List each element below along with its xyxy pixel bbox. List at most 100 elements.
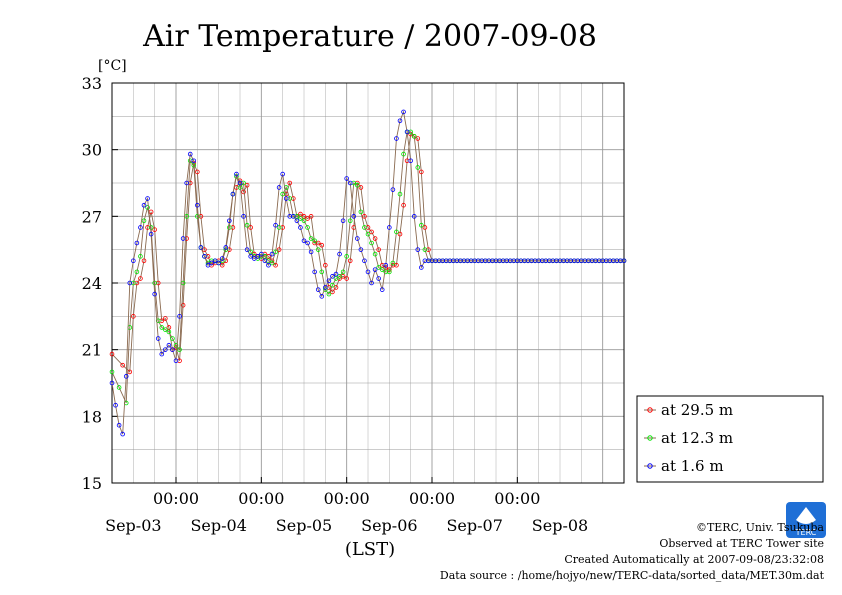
data-point xyxy=(116,385,122,390)
y-tick-label: 33 xyxy=(82,74,102,93)
data-point xyxy=(390,187,396,192)
x-date-label: Sep-06 xyxy=(361,516,417,535)
data-point xyxy=(241,214,246,219)
data-point xyxy=(372,236,378,241)
data-point xyxy=(401,109,406,115)
data-point xyxy=(166,325,172,330)
data-point xyxy=(262,258,268,264)
data-point xyxy=(131,314,136,319)
data-point xyxy=(394,229,399,235)
data-point xyxy=(148,225,154,230)
data-point xyxy=(358,185,364,190)
data-point xyxy=(184,180,189,186)
data-point xyxy=(337,251,342,257)
data-point xyxy=(372,267,378,272)
legend-label: at 12.3 m xyxy=(661,429,733,447)
data-point xyxy=(315,287,321,292)
data-point xyxy=(287,180,293,186)
data-point xyxy=(383,262,389,268)
data-point xyxy=(138,225,143,230)
data-point xyxy=(230,191,236,197)
data-point xyxy=(422,247,428,252)
data-point xyxy=(273,262,278,268)
x-date-label: Sep-03 xyxy=(105,516,161,535)
data-point xyxy=(145,205,150,210)
data-point xyxy=(369,229,374,235)
data-point xyxy=(269,260,275,266)
data-point xyxy=(187,151,193,157)
data-point xyxy=(308,236,314,241)
data-point xyxy=(163,347,168,352)
data-point xyxy=(308,249,314,255)
data-point xyxy=(216,260,221,266)
legend-swatch-marker xyxy=(647,435,653,441)
series-line xyxy=(111,110,624,435)
data-point xyxy=(397,231,403,237)
data-point xyxy=(291,214,296,219)
data-point xyxy=(152,291,157,297)
data-point xyxy=(333,276,339,281)
data-point xyxy=(305,225,310,230)
data-point xyxy=(387,225,392,230)
data-point xyxy=(355,236,360,241)
data-point xyxy=(234,171,239,177)
created-text: Created Automatically at 2007-09-08/23:3… xyxy=(564,553,824,566)
data-point xyxy=(411,134,417,139)
data-point xyxy=(394,262,399,268)
data-point xyxy=(120,431,125,437)
data-point xyxy=(312,238,317,244)
data-point xyxy=(315,240,321,246)
data-point xyxy=(173,342,179,348)
data-point xyxy=(315,247,321,252)
copyright-text: ©TERC, Univ. Tsukuba xyxy=(695,521,824,534)
data-point xyxy=(241,189,246,195)
data-point xyxy=(223,245,229,250)
data-point xyxy=(621,258,627,264)
data-point xyxy=(379,287,385,292)
data-point xyxy=(202,247,207,252)
data-point xyxy=(347,258,353,264)
data-point xyxy=(163,316,168,321)
data-point xyxy=(298,216,303,221)
data-point xyxy=(116,422,122,428)
data-point xyxy=(209,260,214,266)
data-point xyxy=(376,265,381,270)
data-point xyxy=(166,342,172,348)
data-point xyxy=(419,222,424,228)
data-point xyxy=(379,267,385,272)
data-point xyxy=(326,278,332,284)
data-point xyxy=(195,214,200,219)
x-time-label: 00:00 xyxy=(238,489,284,508)
data-point xyxy=(251,256,257,261)
y-axis-label: [°C] xyxy=(98,58,127,74)
data-point xyxy=(170,347,175,352)
data-point xyxy=(415,247,421,252)
data-point xyxy=(319,269,325,275)
data-point xyxy=(340,269,346,275)
data-point xyxy=(365,269,371,275)
data-point xyxy=(362,258,367,264)
data-point xyxy=(387,269,392,275)
data-point xyxy=(344,176,349,181)
data-point xyxy=(109,369,115,375)
data-point xyxy=(351,214,357,219)
data-point xyxy=(227,225,232,230)
data-point xyxy=(419,265,424,270)
data-point xyxy=(138,254,143,259)
x-date-label: Sep-08 xyxy=(532,516,588,535)
x-date-label: Sep-07 xyxy=(446,516,502,535)
data-point xyxy=(276,225,282,230)
data-point xyxy=(269,251,275,257)
legend-box xyxy=(636,395,824,483)
data-point xyxy=(248,225,253,230)
data-point xyxy=(131,258,136,264)
data-point xyxy=(362,225,367,230)
data-point xyxy=(138,276,143,281)
y-tick-label: 15 xyxy=(82,474,102,493)
data-point xyxy=(159,325,165,330)
data-point xyxy=(411,214,417,219)
data-point xyxy=(237,180,243,186)
data-point xyxy=(177,347,182,352)
data-point xyxy=(163,327,168,332)
x-date-label: Sep-05 xyxy=(276,516,332,535)
